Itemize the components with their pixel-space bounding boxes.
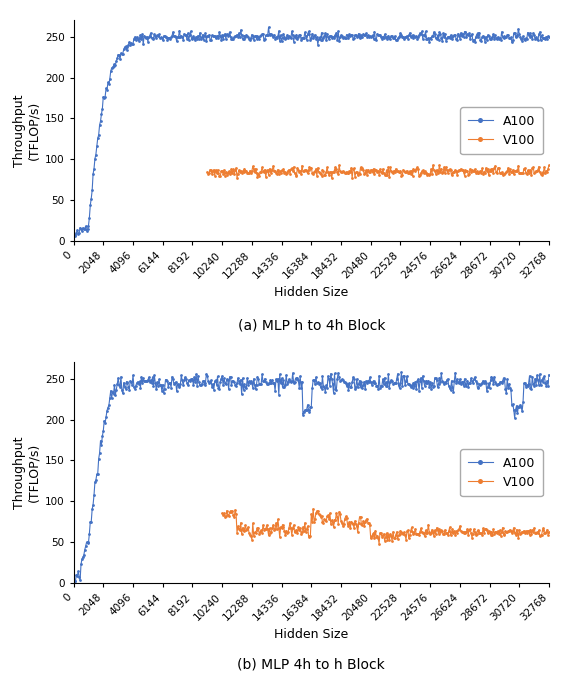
- Text: (b) MLP 4h to h Block: (b) MLP 4h to h Block: [237, 658, 385, 671]
- A100: [71, 577, 78, 585]
- A100: [82, 224, 88, 233]
- V100: [495, 164, 501, 172]
- A100: [139, 379, 145, 387]
- V100: [495, 527, 501, 535]
- V100: [546, 527, 552, 536]
- A100: [398, 368, 405, 376]
- A100: [71, 231, 78, 239]
- V100: [459, 166, 466, 174]
- A100: [460, 382, 467, 390]
- V100: [229, 507, 236, 515]
- A100: [546, 371, 552, 379]
- A100: [546, 33, 552, 41]
- V100: [459, 528, 466, 536]
- V100: [280, 165, 287, 173]
- A100: [72, 232, 79, 240]
- A100: [80, 551, 87, 559]
- Text: (a) MLP h to 4h Block: (a) MLP h to 4h Block: [238, 319, 385, 332]
- A100: [282, 35, 289, 43]
- X-axis label: Hidden Size: Hidden Size: [274, 286, 349, 299]
- Line: V100: V100: [221, 508, 550, 545]
- Y-axis label: Throughput
(TFLOP/s): Throughput (TFLOP/s): [12, 437, 41, 509]
- V100: [546, 161, 552, 170]
- A100: [265, 23, 272, 31]
- Legend: A100, V100: A100, V100: [460, 107, 543, 155]
- A100: [496, 34, 503, 42]
- A100: [280, 376, 287, 384]
- V100: [280, 523, 287, 532]
- X-axis label: Hidden Size: Hidden Size: [274, 628, 349, 641]
- A100: [230, 35, 237, 43]
- A100: [495, 380, 502, 388]
- A100: [229, 377, 236, 385]
- Line: A100: A100: [73, 26, 550, 237]
- A100: [461, 28, 468, 36]
- Legend: A100, V100: A100, V100: [460, 449, 543, 496]
- V100: [229, 169, 236, 177]
- Y-axis label: Throughput
(TFLOP/s): Throughput (TFLOP/s): [12, 94, 41, 167]
- Line: A100: A100: [73, 371, 550, 582]
- A100: [140, 40, 147, 48]
- Line: V100: V100: [206, 163, 550, 180]
